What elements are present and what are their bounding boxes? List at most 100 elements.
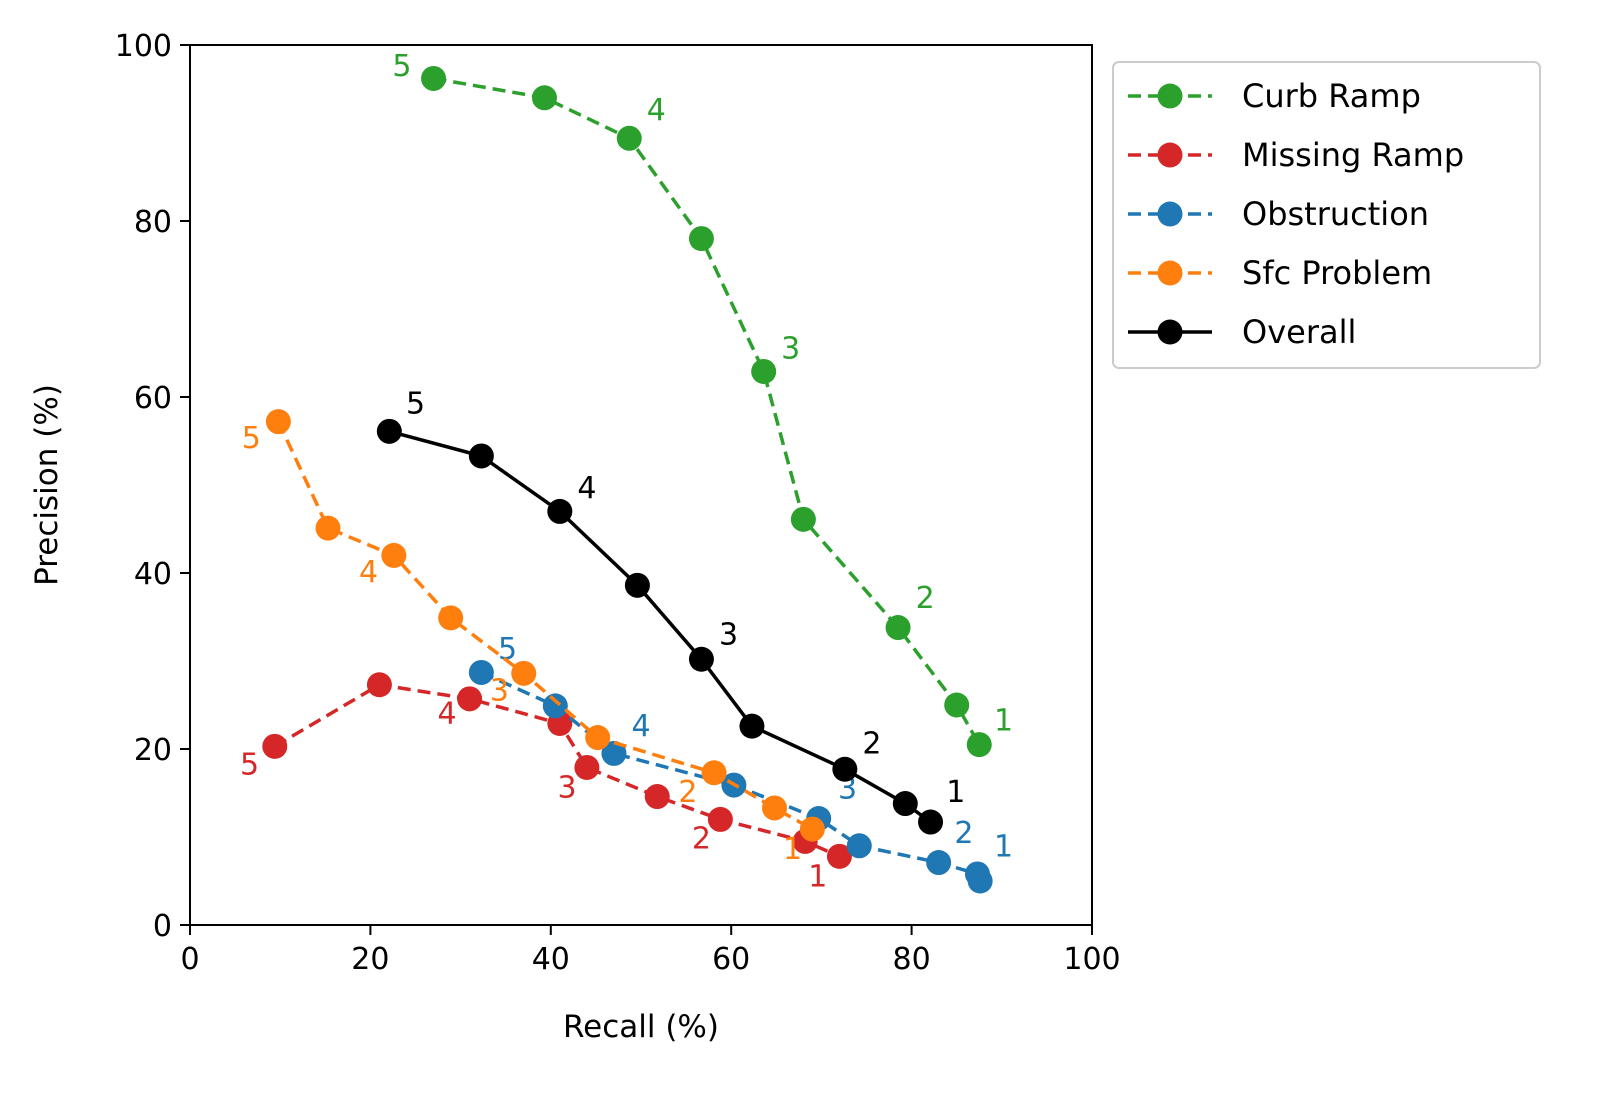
y-tick-label: 40 [134,557,172,592]
legend-marker-overall [1157,319,1183,345]
x-axis-ticks: 0 20 40 60 80 100 [180,925,1121,977]
x-tick-label: 20 [351,942,389,977]
data-point-sfc-problem [438,605,464,631]
data-point-obstruction [468,659,494,685]
data-point-overall [688,646,714,672]
point-label-overall: 4 [577,471,596,506]
y-axis-ticks: 0 20 40 60 80 100 [115,29,190,944]
data-point-overall [376,418,402,444]
point-label-sfc-problem: 4 [359,555,378,590]
point-label-sfc-problem: 3 [490,674,509,709]
data-point-overall [918,809,944,835]
y-tick-label: 80 [134,205,172,240]
data-point-overall [739,713,765,739]
y-axis-label: Precision (%) [29,384,65,586]
point-label-overall: 3 [719,617,738,652]
point-label-obstruction: 1 [994,829,1013,864]
point-label-missing-ramp: 2 [692,821,711,856]
data-point-missing-ramp [707,806,733,832]
y-tick-label: 100 [115,29,172,64]
data-point-missing-ramp [826,843,852,869]
data-point-missing-ramp [457,686,483,712]
point-label-curb-ramp: 3 [781,331,800,366]
point-label-curb-ramp: 4 [647,93,666,128]
data-point-overall [624,572,650,598]
legend-entry-overall: Overall [1128,313,1356,351]
data-point-curb-ramp [616,125,642,151]
data-point-curb-ramp [751,358,777,384]
point-label-sfc-problem: 1 [783,832,802,867]
point-label-sfc-problem: 2 [678,775,697,810]
legend-label-overall: Overall [1242,313,1356,351]
point-label-overall: 1 [946,775,965,810]
legend-frame [1112,61,1541,369]
legend-marker-sfc-problem [1157,260,1183,286]
data-point-sfc-problem [511,660,537,686]
point-label-curb-ramp: 1 [994,704,1013,739]
point-label-missing-ramp: 3 [557,770,576,805]
point-label-obstruction: 4 [631,709,650,744]
data-point-overall [832,756,858,782]
data-point-overall [468,443,494,469]
legend-marker-curb-ramp [1157,83,1183,109]
x-tick-label: 40 [532,942,570,977]
data-point-sfc-problem [799,816,825,842]
data-point-curb-ramp [421,65,447,91]
data-point-sfc-problem [315,515,341,541]
point-label-missing-ramp: 1 [808,859,827,894]
data-point-curb-ramp [944,692,970,718]
data-point-sfc-problem [381,542,407,568]
x-tick-label: 0 [180,942,199,977]
y-tick-label: 20 [134,733,172,768]
legend-marker-obstruction [1157,201,1183,227]
data-point-curb-ramp [790,506,816,532]
point-label-obstruction: 2 [954,816,973,851]
point-label-curb-ramp: 2 [916,581,935,616]
data-point-obstruction [542,693,568,719]
point-label-curb-ramp: 5 [392,49,411,84]
series-line-curb-ramp [433,76,981,746]
data-point-sfc-problem [265,409,291,435]
data-point-overall [892,791,918,817]
legend-marker-missing-ramp [1157,142,1183,168]
legend-entries: Curb Ramp Missing Ramp Obstruction Sfc Prob… [1128,77,1464,351]
legend-entry-missing-ramp: Missing Ramp [1128,136,1464,174]
data-point-missing-ramp [366,672,392,698]
point-label-overall: 5 [406,387,425,422]
data-point-missing-ramp [574,754,600,780]
data-point-obstruction [846,833,872,859]
point-label-sfc-problem: 5 [242,421,261,456]
x-axis-label: Recall (%) [563,1009,719,1045]
legend-label-curb-ramp: Curb Ramp [1242,77,1421,115]
data-point-curb-ramp [885,615,911,641]
legend-entry-obstruction: Obstruction [1128,195,1429,233]
point-label-missing-ramp: 4 [438,696,457,731]
data-point-missing-ramp [644,784,670,810]
data-point-sfc-problem [761,795,787,821]
point-label-obstruction: 5 [498,632,517,667]
data-point-missing-ramp [262,733,288,759]
x-tick-label: 100 [1063,942,1120,977]
legend-entry-sfc-problem: Sfc Problem [1128,254,1432,292]
data-point-curb-ramp [688,226,714,252]
point-label-missing-ramp: 5 [240,748,259,783]
series-line-missing-ramp [273,683,841,859]
plot-frame [189,44,1093,926]
legend-label-missing-ramp: Missing Ramp [1242,136,1464,174]
y-tick-label: 60 [134,381,172,416]
legend-entry-curb-ramp: Curb Ramp [1128,77,1421,115]
data-point-sfc-problem [701,760,727,786]
x-tick-label: 60 [712,942,750,977]
data-point-obstruction [601,740,627,766]
data-point-obstruction [967,868,993,894]
point-label-overall: 2 [862,726,881,761]
legend-label-obstruction: Obstruction [1242,195,1429,233]
data-point-sfc-problem [585,725,611,751]
legend-label-sfc-problem: Sfc Problem [1242,254,1432,292]
y-tick-label: 0 [153,909,172,944]
